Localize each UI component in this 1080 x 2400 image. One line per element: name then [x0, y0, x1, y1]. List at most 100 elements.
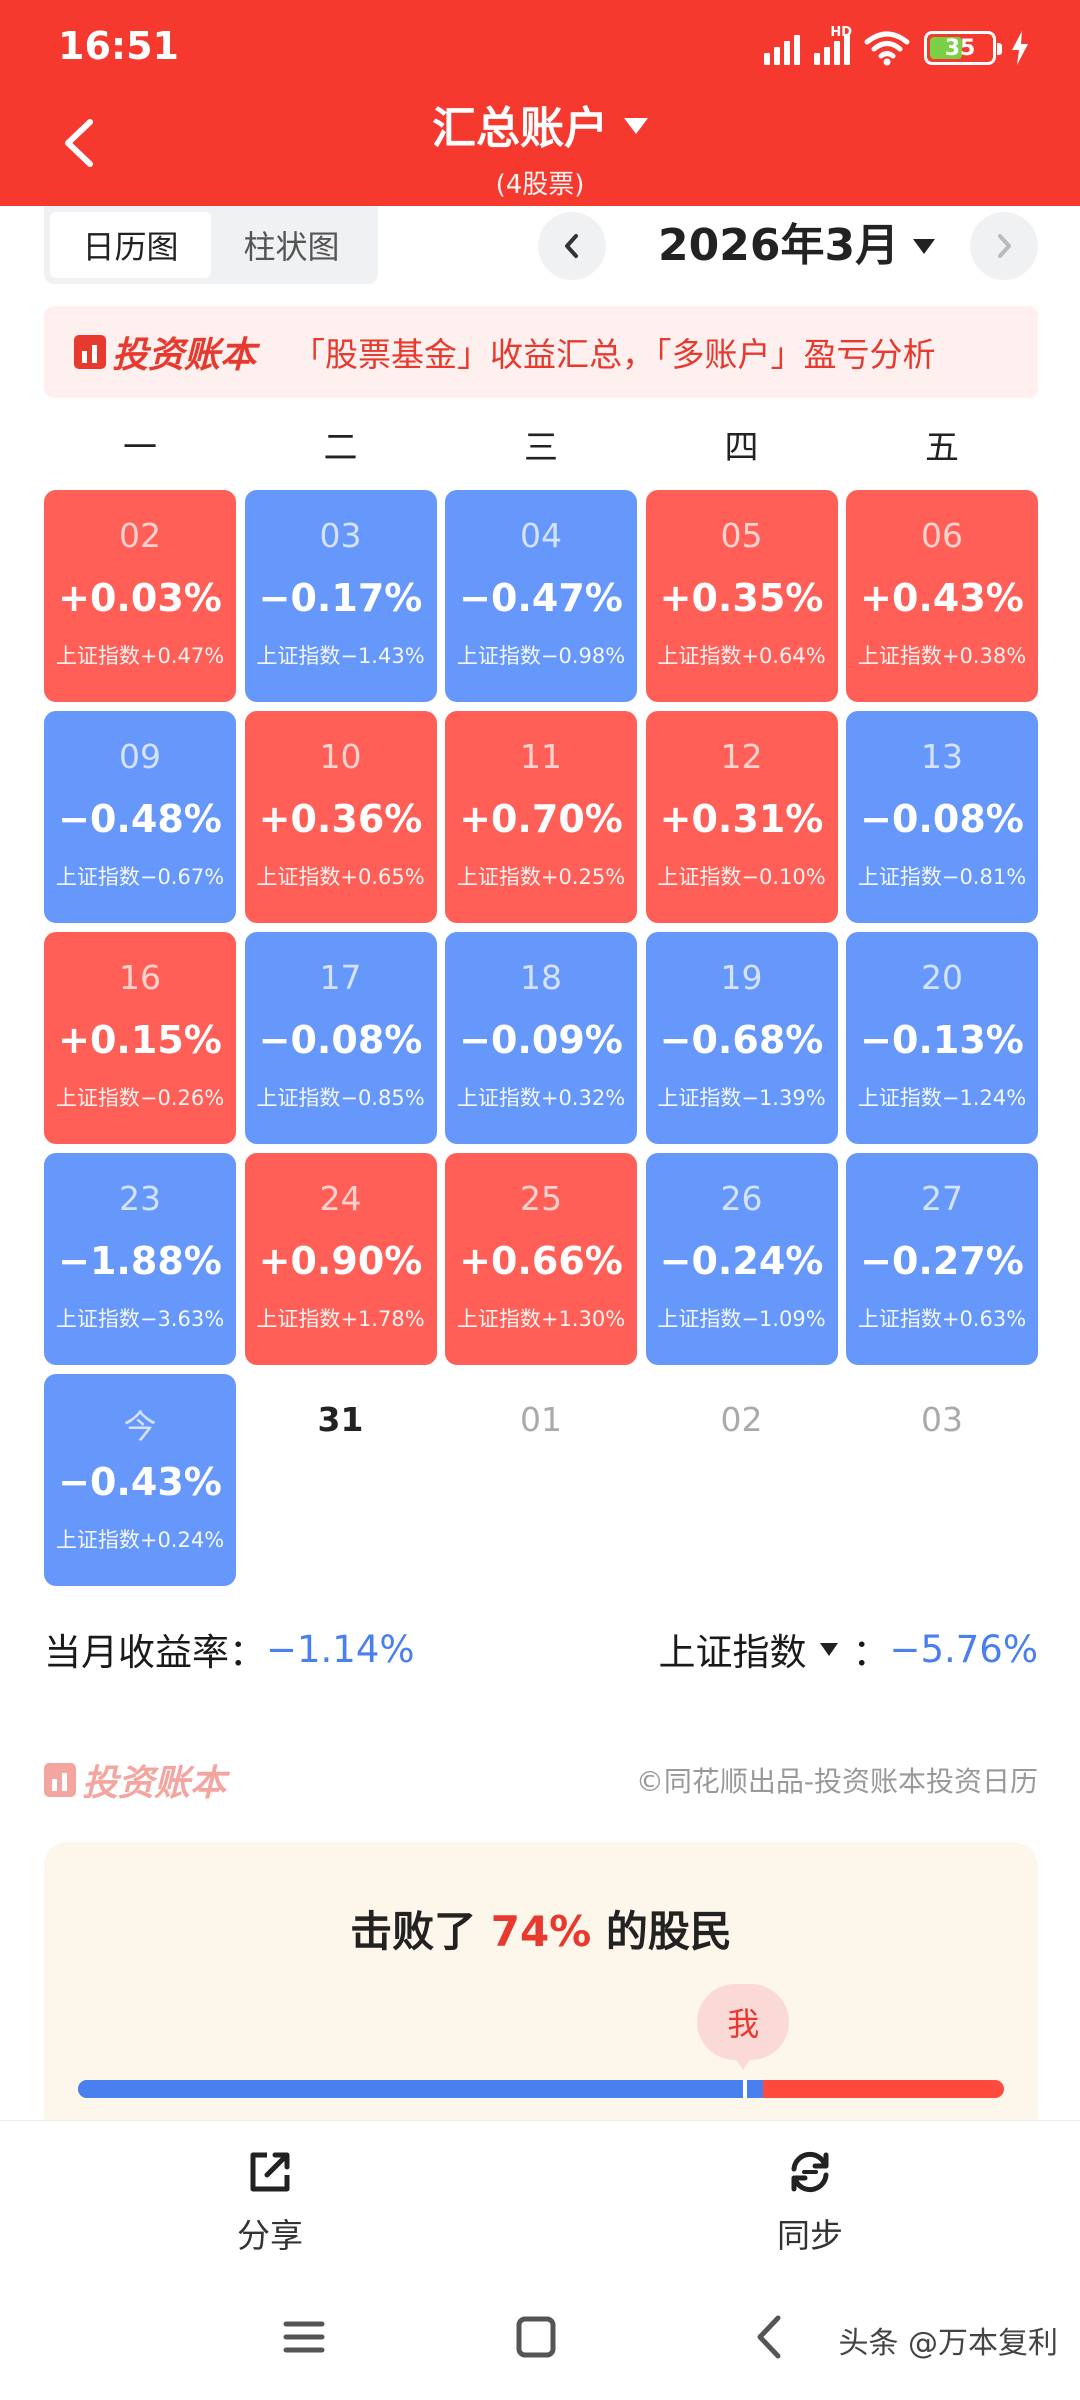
back-button[interactable] — [50, 108, 110, 178]
day-number: 25 — [520, 1179, 562, 1218]
calendar-day-cell[interactable]: 27 −0.27% 上证指数+0.63% — [846, 1153, 1038, 1365]
day-return: −0.68% — [659, 1018, 824, 1062]
month-selector[interactable]: 2026年3月 — [658, 212, 936, 280]
calendar-day-cell[interactable]: 31 — [245, 1374, 437, 1586]
calendar-day-cell[interactable]: 09 −0.48% 上证指数−0.67% — [44, 711, 236, 923]
day-return: −0.09% — [459, 1018, 623, 1062]
action-bar: 分享 同步 — [0, 2120, 1080, 2270]
calendar-day-cell[interactable]: 03 — [846, 1374, 1038, 1586]
account-selector[interactable]: 汇总账户 (4股票) — [340, 92, 740, 201]
day-return: +0.70% — [459, 797, 623, 841]
calendar-day-cell[interactable]: 16 +0.15% 上证指数−0.26% — [44, 932, 236, 1144]
promo-banner[interactable]: 投资账本 「股票基金」收益汇总，「多账户」盈亏分析 — [44, 306, 1038, 398]
day-return: +0.36% — [258, 797, 423, 841]
system-nav-bar: 头条 @万本复利 — [0, 2270, 1080, 2400]
day-index-return: 上证指数+0.47% — [55, 644, 225, 668]
footer-credit: 头条 @万本复利 — [838, 2326, 1058, 2361]
day-index-return: 上证指数−1.09% — [657, 1307, 826, 1331]
share-label: 分享 — [237, 2216, 303, 2255]
index-selector[interactable]: 上证指数 — [658, 1631, 807, 1674]
day-index-return: 上证指数−0.26% — [55, 1086, 225, 1110]
calendar-day-cell[interactable]: 02 +0.03% 上证指数+0.47% — [44, 490, 236, 702]
calendar-day-cell[interactable]: 04 −0.47% 上证指数−0.98% — [445, 490, 637, 702]
calendar-day-cell[interactable]: 13 −0.08% 上证指数−0.81% — [846, 711, 1038, 923]
weekday-label: 五 — [925, 428, 959, 468]
day-return: +0.43% — [860, 576, 1024, 620]
day-number: 06 — [921, 516, 963, 555]
watermark-credit: ©同花顺出品-投资账本投资日历 — [635, 1765, 1038, 1798]
day-number: 24 — [319, 1179, 362, 1218]
beat-percent: 74% — [490, 1907, 592, 1956]
chevron-left-icon — [565, 234, 578, 258]
calendar-day-cell[interactable]: 11 +0.70% 上证指数+0.25% — [445, 711, 637, 923]
back-nav-icon[interactable] — [740, 2310, 800, 2364]
day-number: 19 — [720, 958, 763, 997]
tab-calendar[interactable]: 日历图 — [50, 212, 211, 278]
caret-down-icon — [820, 1642, 839, 1656]
calendar-day-cell[interactable]: 12 +0.31% 上证指数−0.10% — [645, 711, 838, 923]
caret-down-icon — [913, 238, 936, 254]
calendar-day-cell[interactable]: 02 — [646, 1374, 838, 1586]
tab-bar-chart[interactable]: 柱状图 — [243, 228, 340, 266]
brand-logo: 投资账本 — [74, 326, 256, 378]
calendar-day-cell[interactable]: 26 −0.24% 上证指数−1.09% — [645, 1153, 838, 1365]
day-index-return: 上证指数−0.85% — [256, 1086, 425, 1110]
share-button[interactable]: 分享 — [170, 2147, 370, 2257]
next-month-button[interactable] — [970, 212, 1038, 280]
calendar-day-cell[interactable]: 25 +0.66% 上证指数+1.30% — [445, 1153, 637, 1365]
day-return: +0.35% — [659, 576, 824, 620]
day-return: −0.08% — [258, 1018, 423, 1062]
day-return: −0.47% — [459, 576, 623, 620]
calendar-day-cell[interactable]: 20 −0.13% 上证指数−1.24% — [846, 932, 1038, 1144]
beat-suffix: 的股民 — [591, 1907, 732, 1956]
home-icon[interactable] — [506, 2310, 566, 2364]
day-return: +0.03% — [58, 576, 222, 620]
calendar-day-cell[interactable]: 24 +0.90% 上证指数+1.78% — [244, 1153, 437, 1365]
day-number: 18 — [520, 958, 562, 997]
sync-button[interactable]: 同步 — [710, 2147, 910, 2257]
day-number: 02 — [119, 516, 161, 555]
day-return: −0.17% — [258, 576, 423, 620]
calendar-day-cell[interactable]: 05 +0.35% 上证指数+0.64% — [645, 490, 838, 702]
signal-icon — [764, 31, 800, 65]
watermark-brand: 投资账本 — [82, 1763, 227, 1804]
calendar-day-cell[interactable]: 今 −0.43% 上证指数+0.24% — [44, 1374, 236, 1586]
calendar-day-cell[interactable]: 19 −0.68% 上证指数−1.39% — [645, 932, 838, 1144]
day-index-return: 上证指数−0.67% — [55, 865, 225, 889]
day-number: 03 — [921, 1400, 963, 1439]
calendar-day-cell[interactable]: 06 +0.43% 上证指数+0.38% — [846, 490, 1038, 702]
day-return: +0.90% — [258, 1239, 423, 1283]
signal-hd-icon: HD — [814, 25, 852, 65]
day-return: −0.24% — [659, 1239, 824, 1283]
day-index-return: 上证指数+0.65% — [256, 865, 425, 889]
weekday-label: 二 — [323, 428, 358, 468]
app-header: 16:51 HD 35 汇总账户 (4股票) — [0, 0, 1080, 206]
prev-month-button[interactable] — [538, 212, 606, 280]
day-return: +0.31% — [659, 797, 824, 841]
day-index-return: 上证指数−3.63% — [55, 1307, 225, 1331]
day-number: 04 — [520, 516, 562, 555]
day-number: 02 — [720, 1400, 763, 1439]
calendar-day-cell[interactable]: 18 −0.09% 上证指数+0.32% — [445, 932, 637, 1144]
day-number: 10 — [319, 737, 362, 776]
day-index-return: 上证指数+0.64% — [657, 644, 826, 668]
watermark-row: 投资账本 ©同花顺出品-投资账本投资日历 — [44, 1752, 1038, 1804]
menu-icon[interactable] — [274, 2310, 334, 2364]
rank-bar-marker — [743, 2080, 748, 2098]
calendar-day-cell[interactable]: 10 +0.36% 上证指数+0.65% — [244, 711, 437, 923]
weekday-header: 一 二 三 四 五 — [44, 420, 1038, 469]
index-separator: ： — [852, 1631, 890, 1674]
battery-icon: 35 — [924, 31, 1002, 65]
day-return: −0.43% — [58, 1460, 222, 1504]
me-marker: 我 — [697, 1984, 790, 2070]
day-number: 12 — [720, 737, 763, 776]
ledger-icon — [44, 1763, 76, 1797]
day-return: +0.15% — [58, 1018, 222, 1062]
day-index-return: 上证指数+0.63% — [857, 1307, 1027, 1331]
calendar-day-cell[interactable]: 17 −0.08% 上证指数−0.85% — [244, 932, 437, 1144]
beat-card: 击败了 74% 的股民 我 — [44, 1842, 1038, 2122]
day-number: 17 — [319, 958, 362, 997]
calendar-day-cell[interactable]: 03 −0.17% 上证指数−1.43% — [244, 490, 437, 702]
calendar-day-cell[interactable]: 23 −1.88% 上证指数−3.63% — [44, 1153, 236, 1365]
calendar-day-cell[interactable]: 01 — [445, 1374, 637, 1586]
